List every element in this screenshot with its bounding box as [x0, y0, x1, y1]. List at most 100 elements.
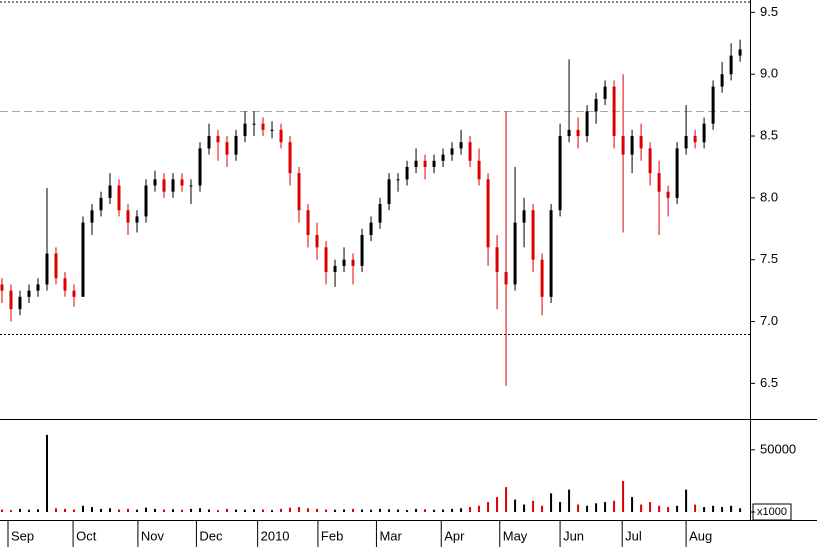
x-tick-label: 2010	[261, 528, 290, 543]
candle-body	[36, 284, 40, 291]
candle-body	[639, 136, 643, 149]
x-tick-label: Jul	[625, 528, 642, 543]
candle-body	[378, 204, 382, 223]
volume-bar	[640, 504, 643, 512]
volume-bar	[163, 509, 166, 512]
volume-bar	[316, 508, 319, 512]
candle-body	[108, 185, 112, 198]
x-tick-label: May	[503, 528, 528, 543]
volume-bar	[559, 502, 562, 512]
candle-body	[333, 265, 337, 273]
y-tick-label: 9.0	[760, 66, 778, 81]
volume-bar	[63, 508, 66, 512]
candle-body	[207, 136, 211, 149]
volume-bar	[262, 509, 265, 512]
volume-bar	[406, 510, 409, 512]
candle-body	[666, 191, 670, 198]
candle-body	[216, 136, 220, 143]
volume-bar	[307, 508, 310, 512]
volume-bar	[451, 508, 454, 512]
candle-body	[630, 136, 634, 155]
candle-body	[621, 136, 625, 155]
volume-bar	[361, 509, 364, 512]
candle-body	[729, 55, 733, 75]
candle-body	[711, 86, 715, 124]
volume-bar	[90, 507, 93, 512]
candle-body	[144, 185, 148, 217]
candle-body	[657, 173, 661, 192]
candle-body	[135, 216, 139, 223]
volume-bar	[505, 487, 508, 512]
x-tick-label: Aug	[689, 528, 712, 543]
volume-bar	[27, 509, 30, 512]
candle-body	[414, 160, 418, 167]
volume-bar	[622, 480, 625, 512]
candle-body	[468, 142, 472, 161]
volume-bar	[127, 508, 130, 512]
volume-bar	[117, 509, 120, 512]
volume-bar	[172, 509, 175, 512]
volume-bar	[99, 508, 102, 512]
candle-body	[648, 148, 652, 174]
candle-body	[387, 179, 391, 205]
candle-body	[540, 259, 544, 297]
volume-bar	[739, 508, 742, 512]
volume-bar	[154, 508, 157, 512]
volume-bar	[352, 508, 355, 512]
volume-bar	[253, 509, 256, 512]
y-tick-label: 8.0	[760, 189, 778, 204]
volume-bar	[469, 507, 472, 512]
candle-body	[567, 129, 571, 137]
candle-body	[306, 210, 310, 235]
volume-tick-label: 50000	[760, 441, 796, 456]
volume-bar	[379, 508, 382, 512]
volume-bar	[703, 507, 706, 512]
volume-bar	[0, 509, 3, 512]
volume-bar	[217, 510, 220, 512]
volume-bar	[460, 508, 463, 512]
volume-bar	[658, 505, 661, 512]
volume-bar	[685, 489, 688, 512]
volume-bar	[541, 505, 544, 512]
x-tick-label: Feb	[321, 528, 343, 543]
volume-bar	[712, 505, 715, 512]
candle-body	[486, 179, 490, 248]
candle-body	[576, 129, 580, 137]
volume-bar	[36, 509, 39, 512]
volume-bar	[568, 489, 571, 512]
candle-body	[270, 129, 274, 131]
volume-bar	[9, 510, 12, 512]
candle-body	[81, 222, 85, 297]
candle-body	[234, 136, 238, 155]
candle-body	[441, 154, 445, 161]
volume-bar	[136, 509, 139, 512]
candle-body	[342, 259, 346, 266]
volume-bar	[208, 509, 211, 512]
candle-body	[261, 123, 265, 130]
candle-body	[243, 123, 247, 137]
candle-body	[18, 296, 22, 310]
candle-body	[72, 290, 76, 297]
candle-body	[180, 179, 184, 186]
candle-body	[369, 222, 373, 235]
candle-body	[279, 129, 283, 143]
volume-bar	[271, 510, 274, 512]
candle-body	[450, 148, 454, 155]
candle-body	[504, 272, 508, 285]
candle-body	[315, 234, 319, 248]
y-tick-label: 7.0	[760, 313, 778, 328]
volume-bar	[415, 508, 418, 512]
volume-bar	[649, 502, 652, 512]
volume-bar	[280, 508, 283, 512]
candle-body	[558, 136, 562, 211]
candle-body	[162, 179, 166, 192]
candle-body	[288, 142, 292, 174]
volume-bar	[334, 509, 337, 512]
candle-body	[405, 166, 409, 180]
volume-bar	[487, 502, 490, 512]
candle-body	[459, 142, 463, 149]
candle-body	[351, 259, 355, 266]
volume-bar	[298, 507, 301, 512]
candle-body	[63, 278, 67, 291]
volume-bar	[496, 497, 499, 512]
